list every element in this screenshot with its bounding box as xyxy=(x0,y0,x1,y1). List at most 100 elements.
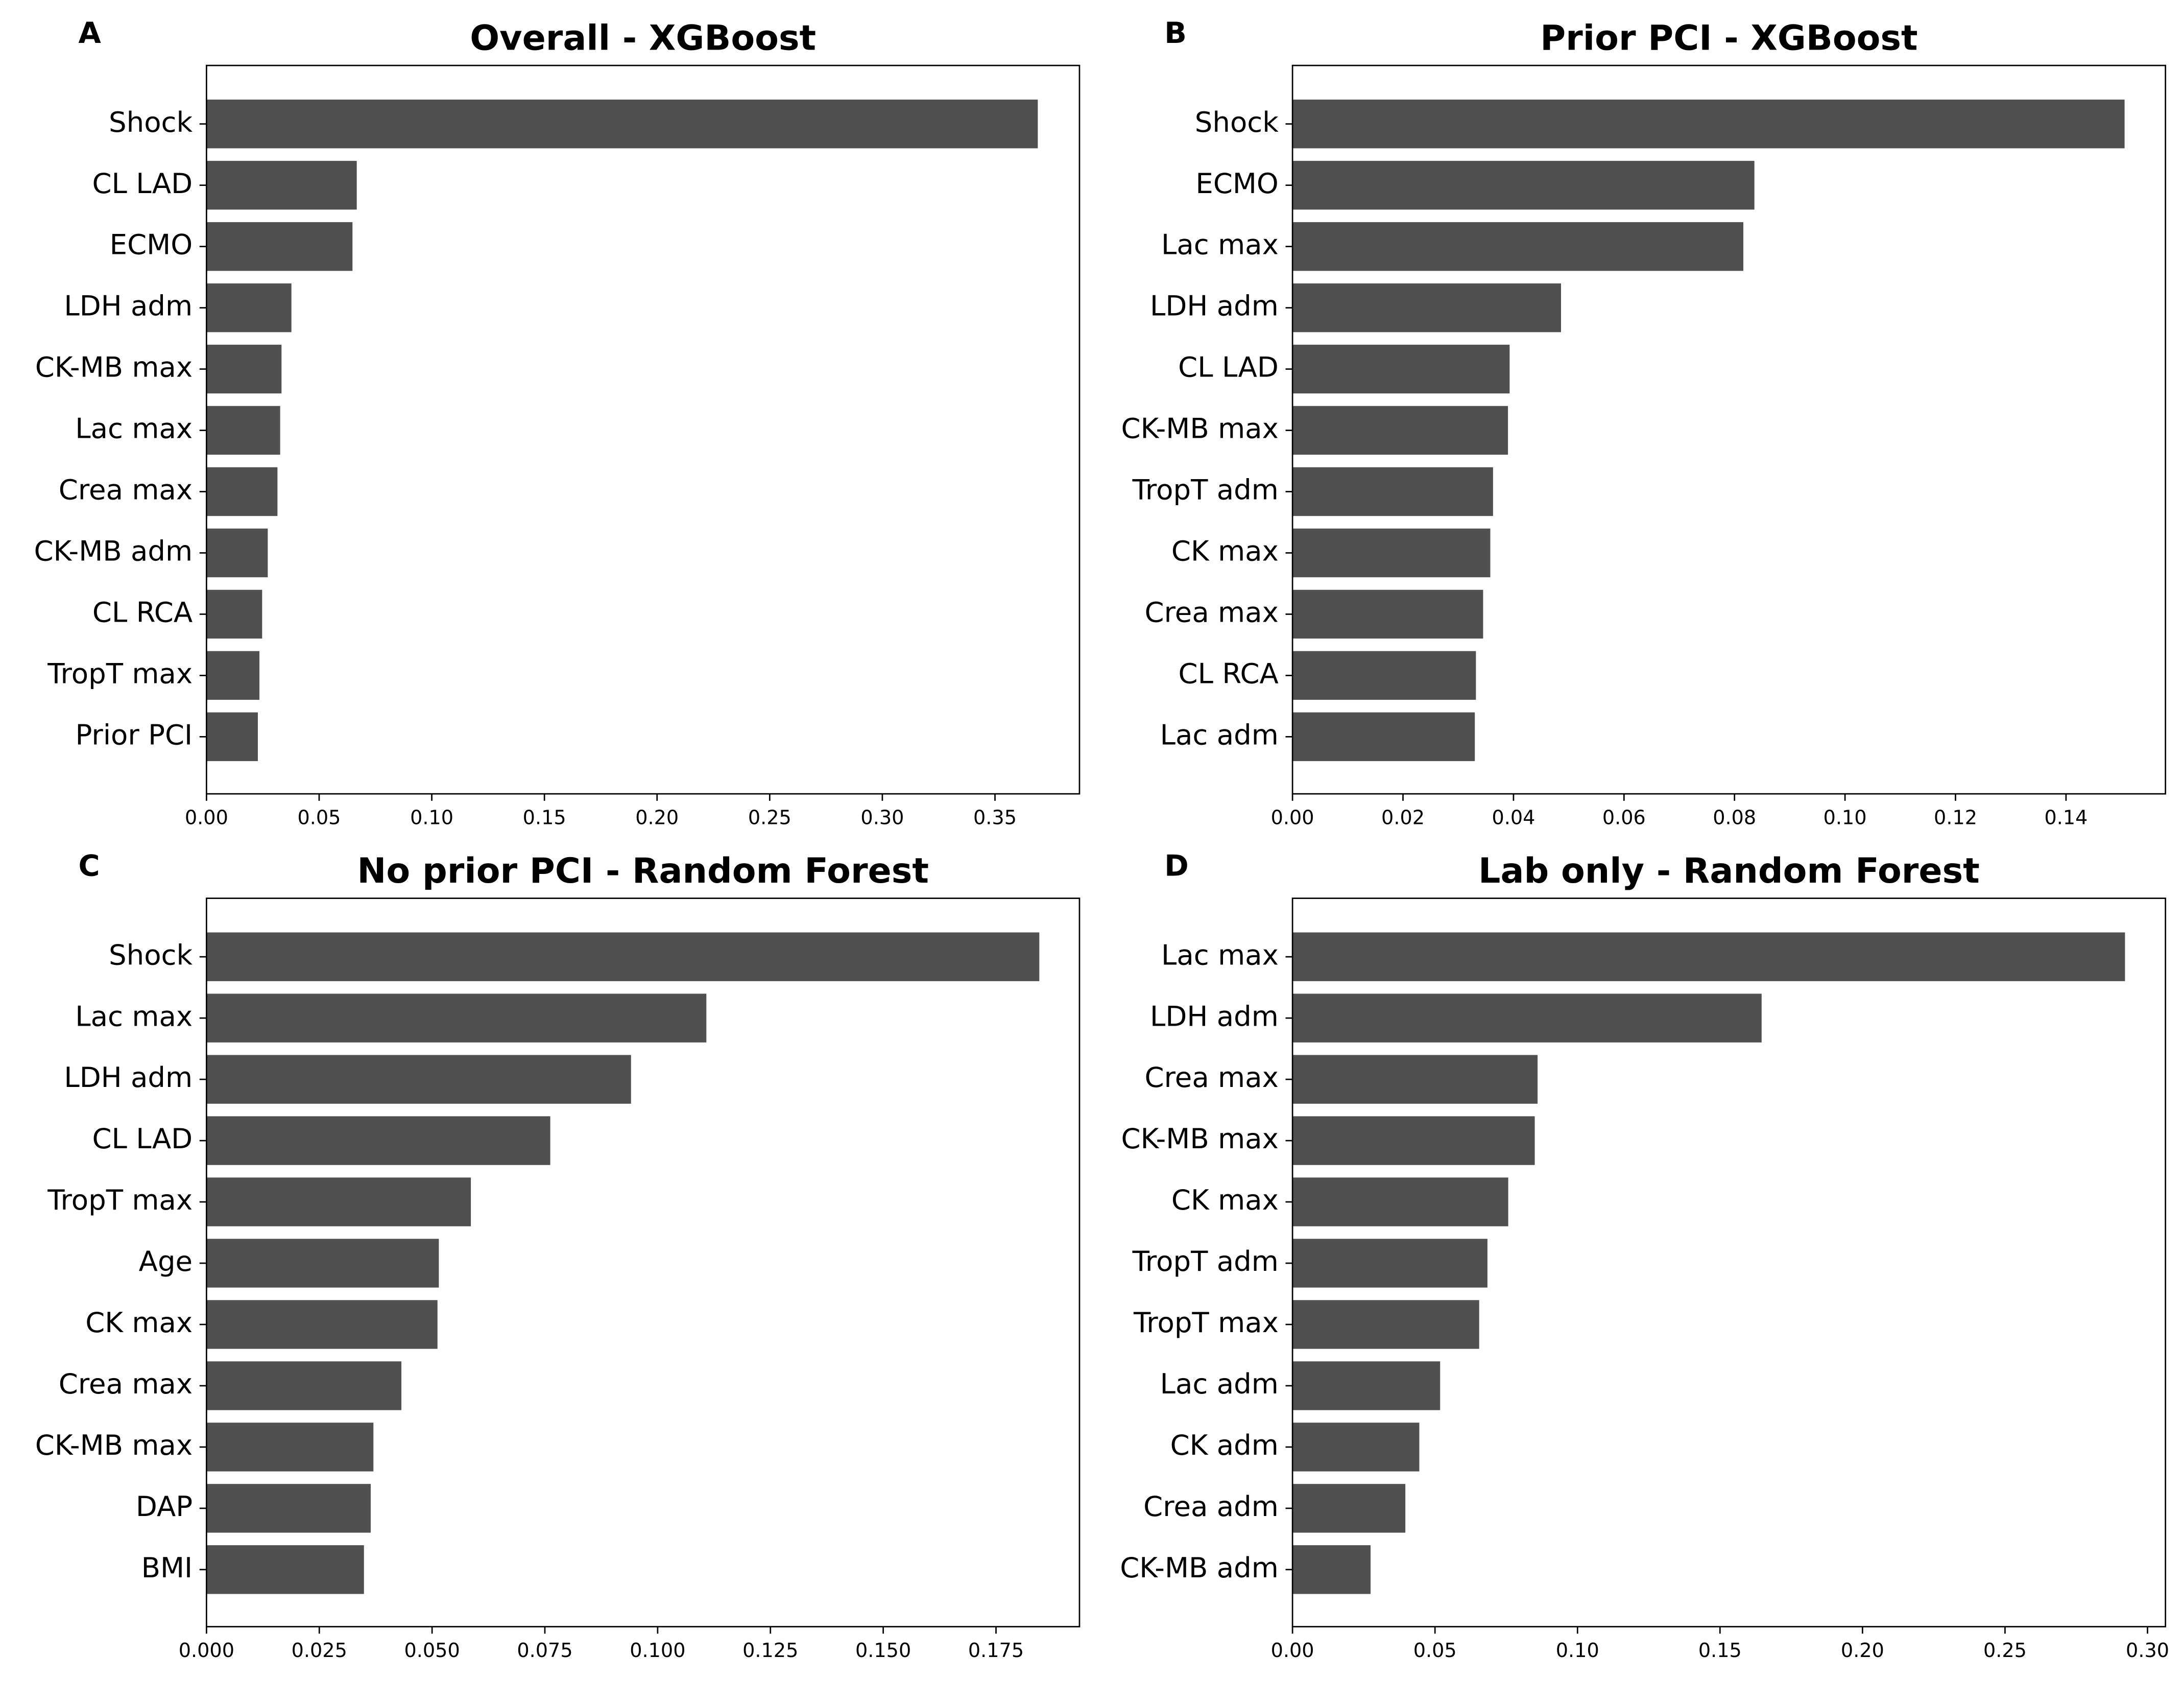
y-tick-label: TropT max xyxy=(1133,1306,1279,1339)
bar xyxy=(1292,160,1755,210)
x-tick-label: 0.150 xyxy=(855,1640,911,1662)
x-tick-label: 0.15 xyxy=(523,807,566,830)
y-tick-label: Crea max xyxy=(59,473,193,506)
y-tick-label: CK-MB max xyxy=(35,351,193,384)
bar xyxy=(206,528,268,578)
bar xyxy=(206,932,1040,981)
y-tick-label: Lac max xyxy=(75,1000,193,1032)
bar xyxy=(1292,1177,1508,1226)
y-tick-label: Lac max xyxy=(1161,228,1279,261)
x-tick-label: 0.30 xyxy=(2126,1640,2169,1662)
bar xyxy=(1292,993,1762,1043)
y-tick-label: Age xyxy=(139,1245,193,1277)
chart-title: Overall - XGBoost xyxy=(470,18,816,59)
x-tick-label: 0.06 xyxy=(1602,807,1646,830)
y-tick-label: CK max xyxy=(1171,535,1279,567)
y-tick-label: CL LAD xyxy=(1178,351,1279,384)
x-tick-label: 0.000 xyxy=(179,1640,234,1662)
bar xyxy=(206,712,258,762)
bar xyxy=(206,1116,550,1165)
plot-frame xyxy=(206,64,1081,795)
y-tick-label: LDH adm xyxy=(64,290,193,322)
y-tick-label: TropT adm xyxy=(1132,1245,1279,1277)
y-tick-label: CL LAD xyxy=(92,167,193,200)
x-tick-label: 0.10 xyxy=(1556,1640,1599,1662)
y-tick-label: LDH adm xyxy=(64,1061,193,1094)
x-tick-label: 0.15 xyxy=(1698,1640,1742,1662)
y-tick-label: TropT max xyxy=(47,1183,193,1216)
y-tick-label: Lac max xyxy=(75,412,193,445)
bar xyxy=(206,1361,402,1410)
bar xyxy=(1292,1300,1479,1349)
y-tick-label: CK-MB max xyxy=(35,1429,193,1461)
bar xyxy=(206,993,707,1043)
bar xyxy=(1292,651,1476,700)
y-tick-label: TropT max xyxy=(47,657,193,690)
bar xyxy=(206,1545,364,1594)
y-tick-label: CK-MB max xyxy=(1121,1122,1279,1155)
y-tick-label: CL LAD xyxy=(92,1122,193,1155)
bar xyxy=(1292,1239,1487,1288)
bar xyxy=(206,651,260,700)
bar xyxy=(1292,467,1493,516)
plot-frame xyxy=(1291,64,2167,795)
x-tick-label: 0.25 xyxy=(1983,1640,2027,1662)
y-tick-label: Shock xyxy=(109,938,193,971)
bar xyxy=(1292,222,1744,271)
x-tick-label: 0.20 xyxy=(1841,1640,1884,1662)
x-tick-label: 0.12 xyxy=(1934,807,1977,830)
plot-frame xyxy=(1291,897,2167,1628)
bar xyxy=(206,344,282,394)
bar xyxy=(206,1423,374,1472)
x-tick-label: 0.08 xyxy=(1713,807,1756,830)
bar xyxy=(1292,283,1561,333)
bar xyxy=(206,222,353,271)
y-tick-label: Lac adm xyxy=(1160,1367,1279,1400)
x-tick-label: 0.35 xyxy=(973,807,1017,830)
y-tick-label: BMI xyxy=(141,1551,193,1584)
y-tick-label: CK-MB adm xyxy=(1120,1551,1279,1584)
bar xyxy=(206,406,280,455)
x-tick-label: 0.10 xyxy=(1823,807,1867,830)
bar xyxy=(1292,932,2125,981)
y-tick-label: Shock xyxy=(1195,106,1279,138)
y-tick-label: CK max xyxy=(1171,1183,1279,1216)
y-tick-label: DAP xyxy=(136,1490,193,1523)
x-tick-label: 0.02 xyxy=(1381,807,1425,830)
y-tick-label: Lac adm xyxy=(1160,718,1279,751)
bar xyxy=(1292,1423,1420,1472)
bar xyxy=(1292,406,1508,455)
x-tick-label: 0.20 xyxy=(635,807,679,830)
bar xyxy=(206,99,1038,149)
bar xyxy=(206,160,357,210)
bar xyxy=(1292,99,2125,149)
bar xyxy=(206,283,292,333)
bar xyxy=(1292,528,1491,578)
bar xyxy=(1292,1116,1535,1165)
bar xyxy=(206,589,262,639)
y-tick-label: ECMO xyxy=(1195,167,1278,200)
panel-label: C xyxy=(79,848,100,883)
bar xyxy=(1292,344,1510,394)
x-tick-label: 0.075 xyxy=(517,1640,572,1662)
x-tick-label: 0.025 xyxy=(292,1640,347,1662)
x-tick-label: 0.050 xyxy=(404,1640,460,1662)
y-tick-label: CK-MB max xyxy=(1121,412,1279,445)
x-tick-label: 0.125 xyxy=(742,1640,798,1662)
x-tick-label: 0.14 xyxy=(2044,807,2087,830)
y-tick-label: Crea max xyxy=(1145,1061,1279,1094)
x-tick-label: 0.100 xyxy=(630,1640,685,1662)
y-tick-label: CL RCA xyxy=(92,596,193,629)
bar xyxy=(206,1239,439,1288)
bar xyxy=(1292,589,1483,639)
x-tick-label: 0.00 xyxy=(185,807,228,830)
x-tick-label: 0.25 xyxy=(748,807,791,830)
x-tick-label: 0.05 xyxy=(1413,1640,1457,1662)
y-tick-label: CL RCA xyxy=(1179,657,1279,690)
y-tick-label: TropT adm xyxy=(1132,473,1279,506)
y-tick-label: ECMO xyxy=(110,228,193,261)
x-tick-label: 0.30 xyxy=(860,807,904,830)
bar xyxy=(206,1300,438,1349)
x-tick-label: 0.00 xyxy=(1271,807,1314,830)
